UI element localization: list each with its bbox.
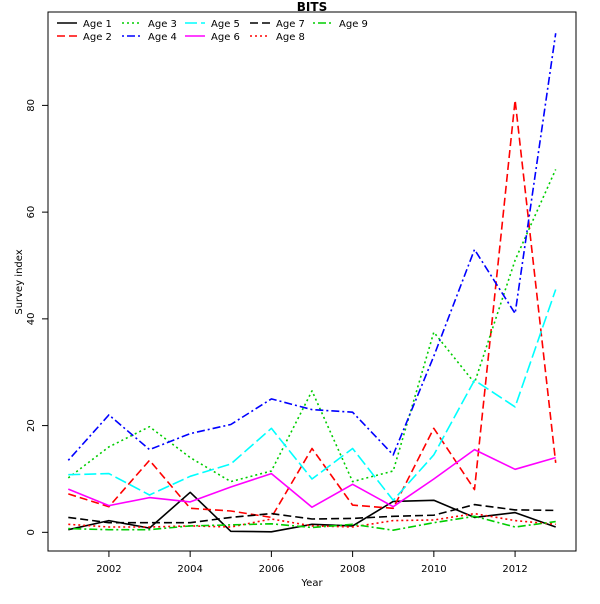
legend-label: Age 2: [83, 32, 112, 43]
series-line-age-1: [68, 491, 556, 533]
y-axis-label: Survey index: [14, 249, 25, 314]
legend-label: Age 6: [211, 32, 240, 43]
series-line-age-8: [68, 512, 556, 528]
legend-label: Age 3: [148, 19, 177, 30]
x-tick-label: 2012: [502, 564, 527, 575]
x-tick-label: 2010: [421, 564, 446, 575]
legend-label: Age 5: [211, 19, 240, 30]
legend-label: Age 1: [83, 19, 112, 30]
x-tick-label: 2008: [340, 564, 365, 575]
series-line-age-7: [68, 503, 556, 524]
chart-title: BITS: [297, 0, 327, 14]
plot-frame: [47, 11, 577, 552]
series-line-age-9: [68, 515, 556, 532]
y-tick-label: 0: [26, 529, 37, 535]
legend-label: Age 7: [276, 19, 305, 30]
y-tick-label: 40: [26, 312, 37, 325]
y-tick-label: 60: [26, 206, 37, 219]
series-line-age-5: [68, 289, 557, 502]
x-axis-label: Year: [300, 578, 323, 589]
legend-label: Age 9: [339, 19, 368, 30]
legend-label: Age 8: [276, 32, 305, 43]
y-tick-label: 80: [26, 99, 37, 112]
series-line-age-3: [67, 169, 557, 483]
y-tick-label: 20: [26, 419, 37, 432]
x-tick-label: 2006: [259, 564, 284, 575]
x-tick-label: 2002: [96, 564, 121, 575]
x-tick-label: 2004: [177, 564, 202, 575]
series-line-age-6: [67, 448, 556, 509]
series-line-age-2: [68, 99, 557, 519]
series-line-age-4: [67, 33, 557, 461]
legend-label: Age 4: [148, 32, 177, 43]
